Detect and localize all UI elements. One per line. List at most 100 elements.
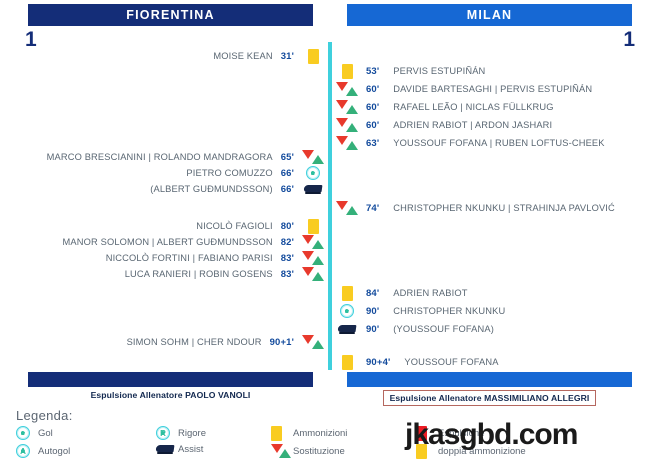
sub-out-icon bbox=[336, 135, 348, 145]
home-score: 1 bbox=[25, 28, 37, 51]
sub-out-icon bbox=[302, 250, 314, 260]
legend-item-label: doppia ammonizione bbox=[438, 446, 526, 457]
own-goal-letter: A bbox=[20, 446, 26, 456]
event-icons bbox=[332, 117, 362, 133]
assist-icon bbox=[338, 325, 356, 334]
yellow-card-icon bbox=[307, 48, 319, 64]
event-players: MANOR SOLOMON | ALBERT GUÐMUNDSSON bbox=[62, 237, 273, 247]
event-minute: 82' bbox=[280, 236, 294, 248]
own-goal-icon: A bbox=[16, 444, 36, 458]
assist-icon bbox=[304, 185, 322, 194]
event-minute: 63' bbox=[366, 137, 380, 149]
away-coach-expulsion-label: Espulsione Allenatore MASSIMILIANO ALLEG… bbox=[382, 390, 597, 406]
sub-in-icon bbox=[312, 271, 324, 281]
sub-out-icon bbox=[336, 81, 348, 91]
event-icons bbox=[332, 99, 362, 115]
event-icons bbox=[332, 135, 362, 151]
substitution-icon bbox=[336, 81, 358, 97]
event-minute: 66' bbox=[280, 167, 294, 179]
substitution-icon bbox=[336, 135, 358, 151]
event-minute: 83' bbox=[280, 252, 294, 264]
event-players: YOUSSOUF FOFANA bbox=[404, 357, 499, 367]
away-team-name: MILAN bbox=[466, 8, 513, 22]
event-icons bbox=[298, 234, 328, 250]
legend-item-label: Ammonizioni bbox=[293, 428, 348, 439]
goal-icon bbox=[306, 166, 320, 180]
substitution-icon bbox=[302, 149, 324, 165]
event-players: SIMON SOHM | CHER NDOUR bbox=[126, 337, 262, 347]
sub-in-icon bbox=[312, 255, 324, 265]
away-footer-bar bbox=[347, 372, 632, 387]
event-players: (ALBERT GUÐMUNDSSON) bbox=[150, 184, 273, 194]
sub-out-icon bbox=[336, 117, 348, 127]
home-coach-expulsion: Espulsione Allenatore PAOLO VANOLI bbox=[28, 390, 313, 400]
event-players: RAFAEL LEÃO | NICLAS FÜLLKRUG bbox=[393, 102, 554, 112]
red-card-icon bbox=[416, 426, 436, 441]
goal-icon bbox=[16, 426, 30, 440]
legend-item: Assist bbox=[156, 444, 203, 455]
event-row: PIETRO COMUZZO 66' bbox=[186, 165, 328, 181]
event-minute: 31' bbox=[280, 50, 294, 62]
event-row: MANOR SOLOMON | ALBERT GUÐMUNDSSON 82' bbox=[63, 234, 328, 250]
event-icons bbox=[298, 165, 328, 181]
assist-icon bbox=[156, 445, 174, 454]
yellow-card-icon bbox=[271, 426, 291, 441]
yellow-card-icon bbox=[341, 354, 353, 370]
yellow-card-icon bbox=[341, 285, 353, 301]
sub-in-icon bbox=[279, 449, 291, 458]
legend-item-label: Rigore bbox=[178, 427, 206, 439]
event-minute: 90+4' bbox=[366, 356, 391, 368]
substitution-icon bbox=[271, 444, 291, 459]
double-yellow-icon bbox=[416, 444, 436, 459]
watermark: jkasgbd.com bbox=[405, 418, 578, 451]
sub-out-icon bbox=[302, 149, 314, 159]
sub-in-icon bbox=[312, 154, 324, 164]
event-icons bbox=[332, 63, 362, 79]
sub-in-icon bbox=[312, 339, 324, 349]
event-icons bbox=[332, 81, 362, 97]
away-score: 1 bbox=[623, 28, 635, 51]
event-icons bbox=[298, 266, 328, 282]
event-icons bbox=[298, 181, 328, 197]
event-minute: 90' bbox=[366, 305, 380, 317]
legend-item: R Rigore bbox=[156, 426, 206, 440]
yellow-card-icon bbox=[307, 218, 319, 234]
legend-item: Gol bbox=[16, 426, 53, 440]
legend-title: Legenda: bbox=[16, 408, 73, 423]
event-icons bbox=[298, 48, 328, 64]
event-row: LUCA RANIERI | ROBIN GOSENS 83' bbox=[125, 266, 328, 282]
event-players: DAVIDE BARTESAGHI | PERVIS ESTUPIÑÁN bbox=[393, 84, 593, 94]
substitution-icon bbox=[271, 444, 291, 459]
home-coach-expulsion-label: Espulsione Allenatore PAOLO VANOLI bbox=[90, 390, 251, 400]
event-minute: 90+1' bbox=[269, 336, 294, 348]
substitution-icon bbox=[302, 334, 324, 350]
substitution-icon bbox=[336, 200, 358, 216]
home-footer-bar bbox=[28, 372, 313, 387]
event-minute: 66' bbox=[280, 183, 294, 195]
sub-in-icon bbox=[346, 140, 358, 150]
legend: Legenda: Gol A Autogol R Rigore Assist Ammoniz… bbox=[16, 408, 660, 470]
event-row: NICCOLÒ FORTINI | FABIANO PARISI 83' bbox=[106, 250, 328, 266]
legend-item-label: Espulsione bbox=[438, 428, 485, 439]
sub-out-icon bbox=[302, 234, 314, 244]
event-minute: 53' bbox=[366, 65, 380, 77]
sub-out-icon bbox=[336, 99, 348, 109]
away-team-bar: MILAN bbox=[347, 4, 632, 26]
event-players: MARCO BRESCIANINI | ROLANDO MANDRAGORA bbox=[46, 152, 273, 162]
event-minute: 74' bbox=[366, 202, 380, 214]
substitution-icon bbox=[336, 117, 358, 133]
event-row: 60' RAFAEL LEÃO | NICLAS FÜLLKRUG bbox=[332, 99, 554, 115]
home-team-bar: FIORENTINA bbox=[28, 4, 313, 26]
event-row: 60' ADRIEN RABIOT | ARDON JASHARI bbox=[332, 117, 552, 133]
event-row: 84' ADRIEN RABIOT bbox=[332, 285, 468, 301]
event-icons bbox=[298, 334, 328, 350]
event-row: 53' PERVIS ESTUPIÑÁN bbox=[332, 63, 485, 79]
sub-in-icon bbox=[346, 122, 358, 132]
red-card-icon bbox=[416, 426, 427, 441]
legend-item-label: Sostituzione bbox=[293, 446, 345, 457]
event-row: 60' DAVIDE BARTESAGHI | PERVIS ESTUPIÑÁN bbox=[332, 81, 592, 97]
event-row: NICOLÒ FAGIOLI 80' bbox=[196, 218, 328, 234]
event-icons bbox=[298, 149, 328, 165]
sub-out-icon bbox=[302, 334, 314, 344]
